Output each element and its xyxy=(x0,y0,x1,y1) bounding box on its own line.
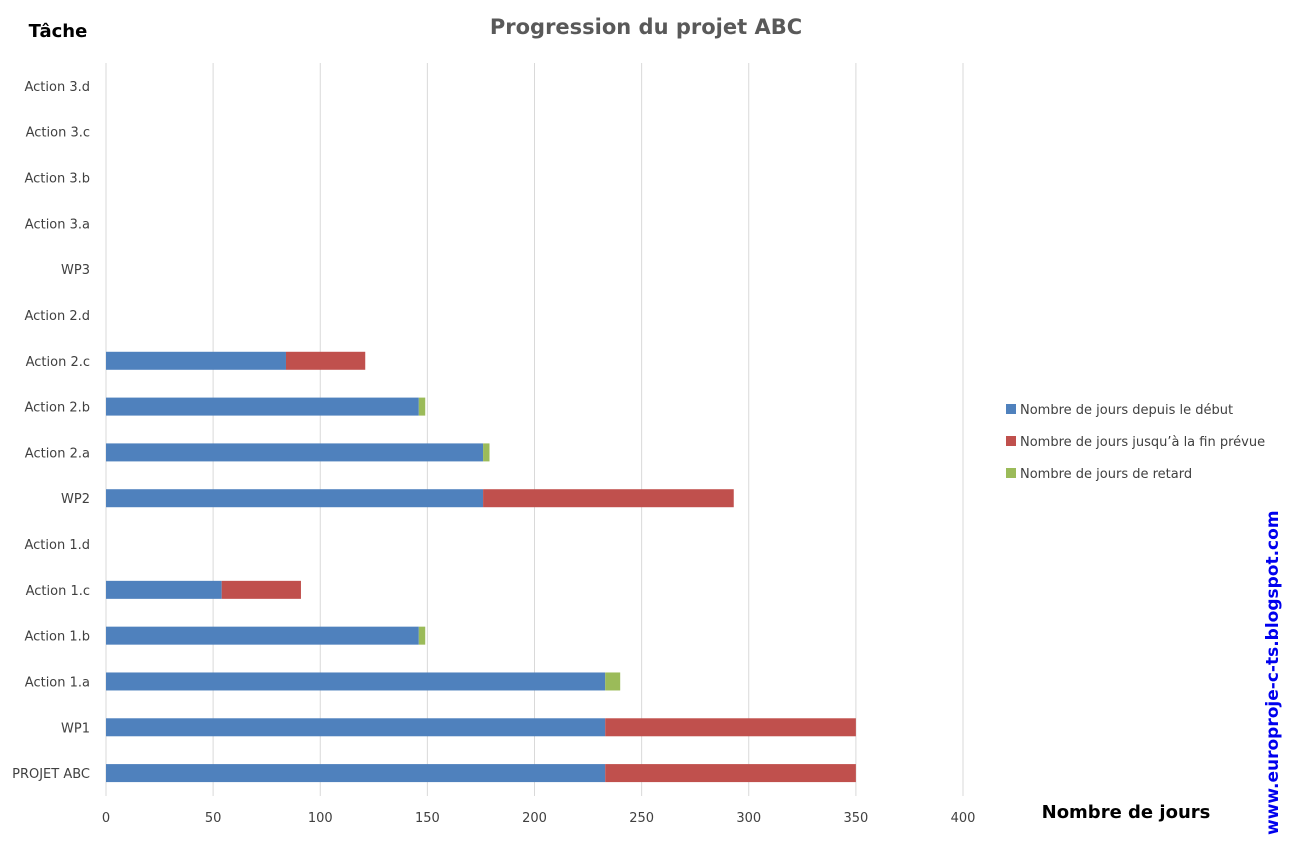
bar-segment-series-2 xyxy=(285,351,366,370)
x-tick-label-100: 100 xyxy=(308,811,333,826)
category-label: Action 2.c xyxy=(26,355,90,370)
x-tick-label-0: 0 xyxy=(102,811,110,826)
bar-segment-series-3 xyxy=(483,443,490,462)
category-labels: PROJET ABC WP1 Action 1.a Action 1.b Action … xyxy=(12,80,90,782)
y-axis-title: Tâche xyxy=(29,21,88,42)
bar-segment-series-1 xyxy=(106,580,222,599)
category-label: Action 3.a xyxy=(25,217,90,232)
category-label: Action 1.c xyxy=(26,584,90,599)
category-label: Action 1.d xyxy=(24,538,90,553)
x-tick-label-250: 250 xyxy=(629,811,654,826)
bar-segment-series-1 xyxy=(106,718,606,737)
x-tick-label-150: 150 xyxy=(415,811,440,826)
category-label: Action 3.b xyxy=(24,172,90,187)
bar-segment-series-3 xyxy=(418,626,426,645)
category-label: WP3 xyxy=(61,263,90,278)
legend-swatch xyxy=(1006,404,1016,414)
gridlines xyxy=(105,63,964,796)
legend-label: Nombre de jours depuis le début xyxy=(1020,403,1233,418)
category-label: WP2 xyxy=(61,492,90,507)
bar-segment-series-1 xyxy=(106,443,484,462)
category-label: Action 3.c xyxy=(26,126,90,141)
category-label: Action 2.a xyxy=(25,446,90,461)
bars xyxy=(106,351,856,783)
category-label: Action 2.b xyxy=(24,401,90,416)
bar-segment-series-2 xyxy=(221,580,301,599)
category-label: Action 1.a xyxy=(25,675,90,690)
legend-swatch xyxy=(1006,468,1016,478)
category-label: Action 2.d xyxy=(24,309,90,324)
x-axis-title: Nombre de jours xyxy=(1042,802,1211,823)
x-tick-label-200: 200 xyxy=(522,811,547,826)
bar-segment-series-1 xyxy=(106,397,419,416)
legend-swatch xyxy=(1006,436,1016,446)
watermark-url: www.europroje-c-ts.blogspot.com xyxy=(1263,510,1283,835)
bar-segment-series-1 xyxy=(106,672,606,691)
bar-segment-series-1 xyxy=(106,489,484,508)
x-tick-label-350: 350 xyxy=(843,811,868,826)
bar-segment-series-2 xyxy=(605,718,856,737)
category-label: PROJET ABC xyxy=(12,767,90,782)
chart-title: Progression du projet ABC xyxy=(490,15,802,39)
bar-segment-series-2 xyxy=(483,489,734,508)
category-label: WP1 xyxy=(61,721,90,736)
x-tick-label-400: 400 xyxy=(951,811,976,826)
x-tick-label-300: 300 xyxy=(736,811,761,826)
x-tick-label-50: 50 xyxy=(205,811,222,826)
category-label: Action 3.d xyxy=(24,80,90,95)
bar-segment-series-3 xyxy=(605,672,621,691)
category-label: Action 1.b xyxy=(24,630,90,645)
x-tick-labels: 0 50 100 150 200 250 300 350 400 xyxy=(102,811,976,826)
legend-label: Nombre de jours jusqu’à la fin prévue xyxy=(1020,435,1265,450)
bar-segment-series-1 xyxy=(106,351,286,370)
bar-segment-series-1 xyxy=(106,764,606,783)
bar-segment-series-1 xyxy=(106,626,419,645)
bar-segment-series-2 xyxy=(605,764,856,783)
legend: Nombre de jours depuis le début Nombre de… xyxy=(1006,403,1265,482)
bar-segment-series-3 xyxy=(418,397,426,416)
legend-label: Nombre de jours de retard xyxy=(1020,467,1192,482)
